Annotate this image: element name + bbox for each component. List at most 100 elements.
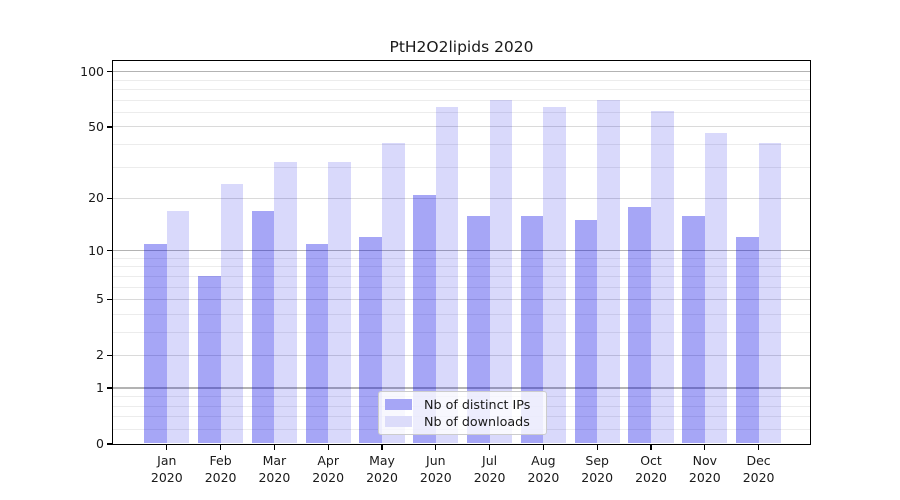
x-tick-label-year-feb: 2020 bbox=[204, 469, 237, 485]
x-tick-label-year-dec: 2020 bbox=[742, 469, 775, 485]
x-tick-mark-oct bbox=[650, 444, 652, 451]
bar-distinct-ips-aug bbox=[520, 215, 544, 444]
bar-distinct-ips-feb bbox=[197, 276, 221, 444]
legend-label-downloads: Nb of downloads bbox=[424, 413, 530, 429]
y-tick-mark-50 bbox=[106, 126, 113, 128]
x-tick-label-sep: Sep 2020 bbox=[565, 452, 629, 486]
x-tick-label-month-mar: Mar bbox=[262, 452, 287, 468]
y-tick-label-2: 2 bbox=[96, 347, 104, 363]
x-tick-mark-apr bbox=[327, 444, 329, 451]
x-tick-label-jul: Jul 2020 bbox=[458, 452, 522, 486]
x-tick-mark-jun bbox=[435, 444, 437, 451]
x-tick-label-jun: Jun 2020 bbox=[404, 452, 468, 486]
x-tick-label-year-apr: 2020 bbox=[312, 469, 345, 485]
bar-distinct-ips-sep bbox=[574, 220, 598, 444]
gridline-minor bbox=[113, 257, 810, 259]
bar-distinct-ips-jul bbox=[466, 215, 490, 444]
x-tick-mark-nov bbox=[704, 444, 706, 451]
bar-distinct-ips-mar bbox=[251, 210, 275, 444]
gridline-major-100 bbox=[113, 71, 810, 73]
bar-distinct-ips-oct bbox=[628, 206, 651, 444]
x-tick-mark-aug bbox=[542, 444, 545, 451]
gridline-minor bbox=[113, 286, 810, 288]
bar-distinct-ips-may bbox=[359, 237, 382, 444]
x-tick-mark-mar bbox=[273, 444, 276, 451]
bar-downloads-may bbox=[382, 142, 405, 444]
bar-distinct-ips-dec bbox=[735, 237, 759, 444]
x-tick-label-month-nov: Nov bbox=[692, 452, 717, 468]
x-tick-mark-sep bbox=[596, 444, 598, 451]
gridline-minor bbox=[113, 166, 810, 168]
bar-distinct-ips-jun bbox=[413, 194, 436, 444]
bar-downloads-nov bbox=[704, 133, 728, 444]
x-tick-label-may: May 2020 bbox=[350, 452, 414, 486]
x-tick-label-apr: Apr 2020 bbox=[296, 452, 360, 486]
gridline-major-1 bbox=[113, 387, 810, 389]
x-tick-label-year-mar: 2020 bbox=[258, 469, 291, 485]
gridline-major-10 bbox=[113, 250, 810, 252]
bar-downloads-mar bbox=[274, 162, 298, 444]
y-tick-mark-2 bbox=[106, 354, 113, 357]
y-tick-mark-10 bbox=[106, 249, 113, 252]
x-tick-mark-feb bbox=[219, 444, 222, 451]
bar-downloads-apr bbox=[328, 162, 351, 444]
legend-item-distinct-ips: Nb of distinct IPs bbox=[379, 397, 546, 414]
x-tick-label-year-jul: 2020 bbox=[473, 469, 506, 485]
legend-swatch-distinct-ips bbox=[385, 399, 412, 411]
gridline-minor bbox=[113, 79, 810, 81]
y-tick-mark-20 bbox=[106, 197, 113, 200]
gridline-minor bbox=[113, 313, 810, 315]
gridline-major-50 bbox=[113, 126, 810, 128]
gridline-major-5 bbox=[113, 298, 810, 300]
legend-swatch-downloads bbox=[385, 415, 412, 427]
legend-item-downloads: Nb of downloads bbox=[379, 413, 546, 430]
bar-distinct-ips-jan bbox=[144, 243, 167, 444]
x-tick-label-month-jun: Jun bbox=[426, 452, 446, 468]
bar-downloads-jul bbox=[489, 100, 513, 444]
y-tick-mark-100 bbox=[106, 71, 113, 73]
x-tick-label-month-apr: Apr bbox=[317, 452, 339, 468]
x-tick-label-month-oct: Oct bbox=[640, 452, 662, 468]
y-tick-label-100: 100 bbox=[80, 63, 104, 79]
x-tick-label-oct: Oct 2020 bbox=[619, 452, 683, 486]
x-tick-label-aug: Aug 2020 bbox=[511, 452, 575, 486]
x-tick-label-year-nov: 2020 bbox=[688, 469, 721, 485]
gridline-minor bbox=[113, 144, 810, 145]
x-tick-label-year-jan: 2020 bbox=[150, 469, 183, 485]
x-tick-label-month-feb: Feb bbox=[209, 452, 232, 468]
x-tick-label-feb: Feb 2020 bbox=[189, 452, 253, 486]
legend: Nb of distinct IPs Nb of downloads bbox=[378, 391, 547, 435]
y-tick-label-50: 50 bbox=[88, 118, 104, 134]
x-tick-mark-may bbox=[381, 444, 383, 451]
x-tick-label-month-may: May bbox=[369, 452, 395, 468]
gridline-minor bbox=[113, 266, 810, 268]
gridline-minor bbox=[113, 99, 810, 101]
y-tick-label-1: 1 bbox=[96, 380, 104, 396]
x-tick-label-year-oct: 2020 bbox=[635, 469, 667, 485]
gridline-minor bbox=[113, 111, 810, 113]
x-tick-label-year-aug: 2020 bbox=[527, 469, 560, 485]
bar-downloads-feb bbox=[220, 184, 244, 444]
x-tick-label-year-jun: 2020 bbox=[419, 469, 452, 485]
x-tick-label-month-jan: Jan bbox=[157, 452, 177, 468]
bar-downloads-sep bbox=[597, 100, 620, 444]
gridline-minor bbox=[113, 275, 810, 277]
bar-downloads-dec bbox=[758, 142, 782, 444]
y-tick-label-5: 5 bbox=[96, 291, 104, 307]
x-tick-label-month-jul: Jul bbox=[482, 452, 498, 468]
x-tick-mark-jan bbox=[166, 444, 168, 451]
x-tick-mark-jul bbox=[488, 444, 491, 451]
y-tick-mark-1 bbox=[106, 387, 113, 389]
x-tick-label-month-aug: Aug bbox=[531, 452, 556, 468]
legend-label-distinct-ips: Nb of distinct IPs bbox=[424, 397, 531, 413]
chart-title: PtH2O2lipids 2020 bbox=[389, 38, 534, 56]
x-tick-label-year-may: 2020 bbox=[366, 469, 398, 485]
x-tick-label-month-sep: Sep bbox=[585, 452, 609, 468]
y-tick-label-20: 20 bbox=[88, 190, 104, 206]
gridline-major-2 bbox=[113, 354, 810, 356]
y-tick-mark-5 bbox=[106, 298, 113, 301]
gridline-minor bbox=[113, 89, 810, 91]
x-tick-label-nov: Nov 2020 bbox=[673, 452, 737, 486]
x-tick-label-mar: Mar 2020 bbox=[242, 452, 306, 486]
